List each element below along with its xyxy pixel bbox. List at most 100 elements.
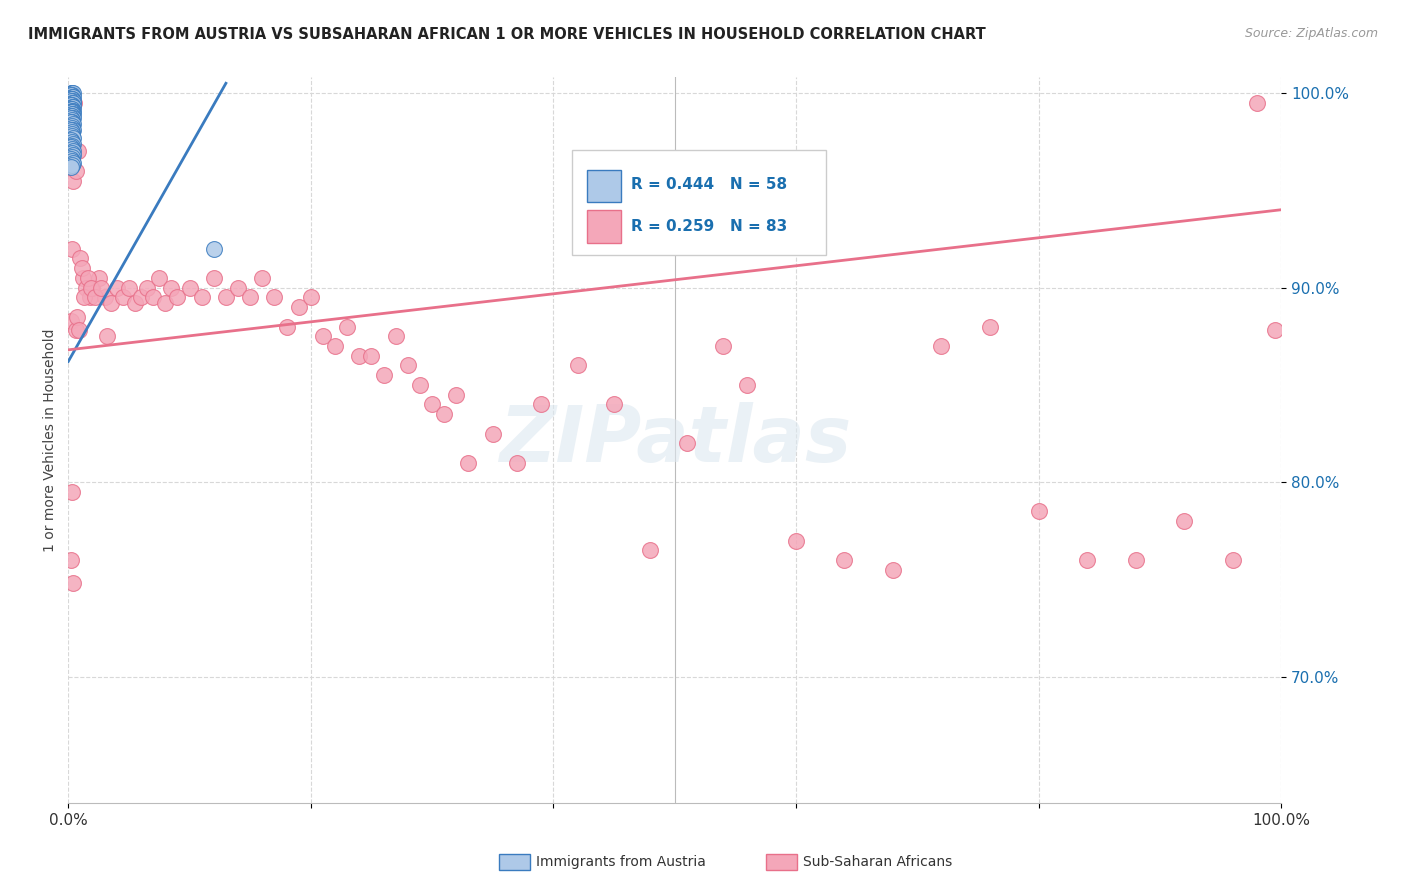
Point [59, 123, 82, 137]
Point [160, 280, 183, 294]
Text: R = 0.259   N = 83: R = 0.259 N = 83 [631, 219, 787, 234]
Point [166, 290, 188, 304]
Point [62, 145, 84, 159]
Text: ZIPatlas: ZIPatlas [499, 402, 851, 478]
Point [1076, 553, 1098, 567]
Point [60, 97, 83, 112]
Point [60, 128, 83, 143]
Point [202, 242, 225, 256]
Point [59, 140, 82, 154]
Point [66, 310, 89, 324]
Point [62, 130, 84, 145]
Point [60, 113, 83, 128]
Point [69, 252, 91, 266]
Point [481, 426, 503, 441]
Text: Source: ZipAtlas.com: Source: ZipAtlas.com [1244, 27, 1378, 40]
Point [62, 123, 84, 137]
Point [60, 109, 83, 123]
Point [190, 290, 212, 304]
Point [567, 359, 589, 373]
Point [66, 145, 89, 159]
Point [179, 280, 201, 294]
Point [65, 323, 87, 337]
Point [979, 319, 1001, 334]
Point [82, 280, 104, 294]
Point [62, 136, 84, 151]
Y-axis label: 1 or more Vehicles in Household: 1 or more Vehicles in Household [44, 328, 58, 552]
Point [931, 339, 953, 353]
Point [63, 95, 86, 110]
Point [252, 270, 274, 285]
Point [84, 290, 107, 304]
Point [136, 280, 159, 294]
Point [60, 125, 83, 139]
Point [263, 290, 285, 304]
Point [59, 313, 82, 327]
Point [226, 280, 249, 294]
Point [506, 456, 529, 470]
Point [65, 164, 87, 178]
Point [603, 397, 626, 411]
Text: IMMIGRANTS FROM AUSTRIA VS SUBSAHARAN AFRICAN 1 OR MORE VEHICLES IN HOUSEHOLD CO: IMMIGRANTS FROM AUSTRIA VS SUBSAHARAN AF… [28, 27, 986, 42]
Point [93, 290, 115, 304]
Point [60, 119, 83, 133]
Point [62, 117, 84, 131]
Point [72, 270, 94, 285]
Point [62, 148, 84, 162]
Point [87, 270, 110, 285]
Point [67, 323, 90, 337]
Point [62, 86, 84, 100]
Point [60, 138, 83, 153]
Text: Sub-Saharan Africans: Sub-Saharan Africans [803, 855, 952, 869]
Point [420, 397, 443, 411]
Text: R = 0.444   N = 58: R = 0.444 N = 58 [631, 178, 787, 193]
Point [59, 152, 82, 166]
Point [1222, 553, 1244, 567]
Point [409, 377, 432, 392]
Point [59, 109, 82, 123]
Point [62, 94, 84, 108]
Point [737, 377, 759, 392]
Point [312, 329, 335, 343]
Point [1028, 504, 1050, 518]
Point [60, 87, 83, 102]
Point [60, 90, 83, 104]
Point [675, 436, 697, 450]
Point [60, 158, 83, 172]
Point [111, 290, 134, 304]
Point [62, 173, 84, 187]
Point [60, 86, 83, 100]
Point [59, 105, 82, 120]
Point [457, 456, 479, 470]
Point [59, 87, 82, 102]
Point [62, 103, 84, 118]
Point [882, 563, 904, 577]
Point [60, 146, 83, 161]
Point [239, 290, 262, 304]
Point [59, 133, 82, 147]
Point [62, 107, 84, 121]
Point [373, 368, 395, 383]
Point [80, 280, 103, 294]
Point [59, 92, 82, 106]
Point [384, 329, 406, 343]
Point [59, 94, 82, 108]
Point [60, 154, 83, 169]
Point [711, 339, 734, 353]
Point [62, 156, 84, 170]
Point [60, 242, 83, 256]
Point [336, 319, 359, 334]
Point [59, 86, 82, 100]
Point [360, 349, 382, 363]
Point [60, 115, 83, 129]
Point [155, 296, 177, 310]
Point [785, 533, 807, 548]
Point [62, 95, 84, 110]
Point [148, 270, 170, 285]
Point [59, 553, 82, 567]
Point [59, 97, 82, 112]
Point [287, 300, 309, 314]
FancyBboxPatch shape [588, 211, 621, 243]
Point [96, 329, 118, 343]
Point [60, 127, 83, 141]
